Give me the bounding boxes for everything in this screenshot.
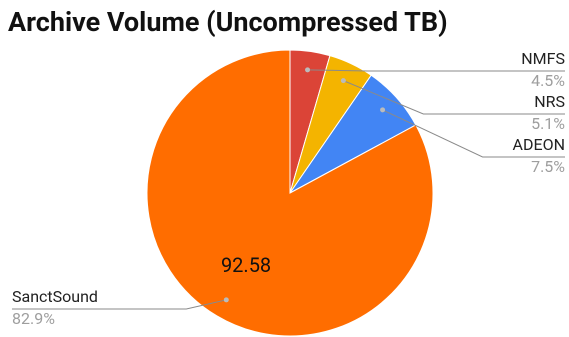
slice-percent: 82.9% xyxy=(12,309,55,328)
slice-label: ADEON xyxy=(513,135,565,154)
leader-line xyxy=(343,80,565,115)
data-label: 92.58 xyxy=(221,253,271,277)
leader-dot xyxy=(305,67,311,73)
slice-label: NRS xyxy=(534,92,565,111)
slice-percent: 4.5% xyxy=(531,71,565,90)
leader-line xyxy=(382,109,565,158)
leader-dot xyxy=(223,297,229,303)
chart-title: Archive Volume (Uncompressed TB) xyxy=(8,6,448,38)
slice-label: SanctSound xyxy=(12,287,98,306)
leader-dot xyxy=(340,78,346,84)
slice-label: NMFS xyxy=(521,49,565,68)
leader-line xyxy=(12,299,227,310)
leader-line xyxy=(307,69,565,72)
pie-slice xyxy=(146,49,434,337)
leader-dot xyxy=(380,107,386,113)
slice-percent: 5.1% xyxy=(531,114,565,133)
slice-percent: 7.5% xyxy=(531,157,565,176)
